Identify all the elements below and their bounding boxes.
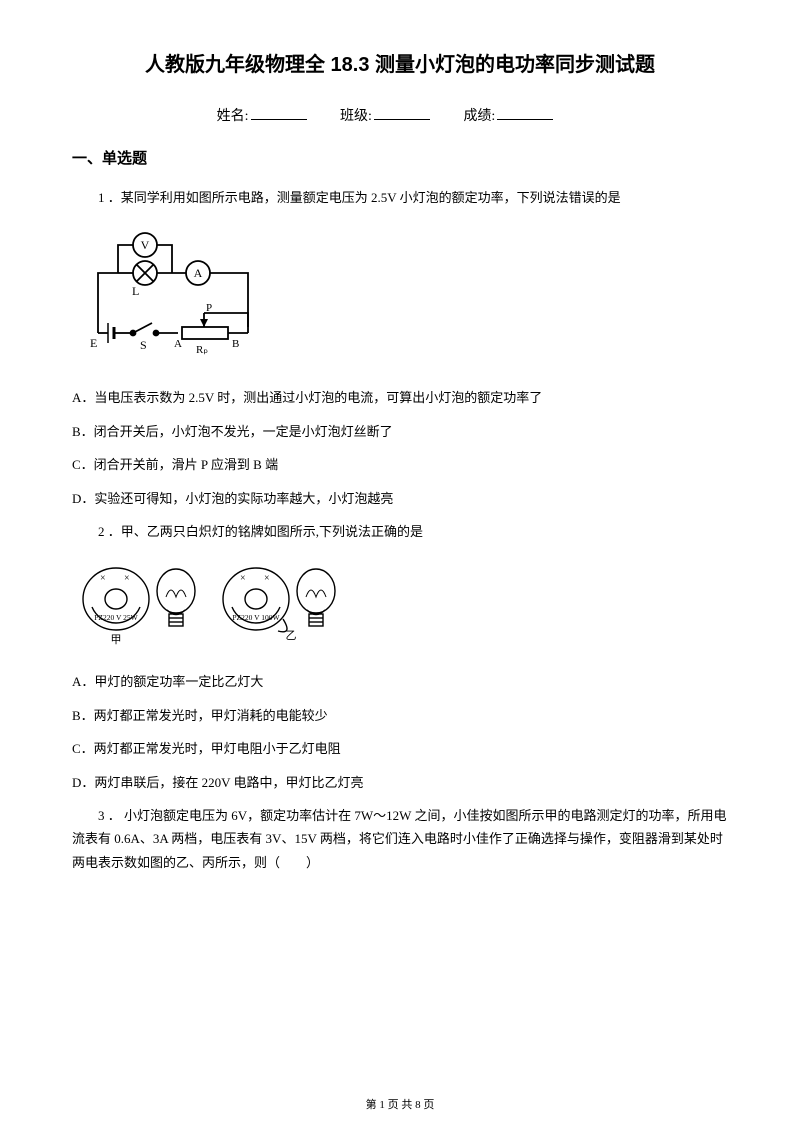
q1-optD: D．实验还可得知，小灯泡的实际功率越大，小灯泡越亮 [72,487,728,510]
bulb-svg: × × PZ220 V 25W 甲 × × PZ220 V 100W 乙 [78,557,358,647]
name-blank [251,119,307,120]
q1-optC: C．闭合开关前，滑片 P 应滑到 B 端 [72,453,728,476]
name-label: 姓名: [217,109,249,124]
svg-text:Rₚ: Rₚ [196,344,208,356]
q2-optC: C．两灯都正常发光时，甲灯电阻小于乙灯电阻 [72,737,728,760]
svg-text:P: P [206,302,212,314]
student-info-line: 姓名: 班级: 成绩: [72,105,728,125]
svg-text:乙: 乙 [286,629,297,642]
q3-stem: 3 ． 小灯泡额定电压为 6V，额定功率估计在 7W～12W 之间，小佳按如图所… [72,804,728,874]
svg-text:×: × [100,573,106,584]
q2-optD: D．两灯串联后，接在 220V 电路中，甲灯比乙灯亮 [72,771,728,794]
svg-text:A: A [174,338,182,350]
circuit-svg: V L A E S A B P Rₚ [78,223,278,363]
score-label: 成绩: [463,109,495,124]
q1-optB: B．闭合开关后，小灯泡不发光，一定是小灯泡灯丝断了 [72,420,728,443]
svg-text:×: × [264,573,270,584]
q1-circuit-diagram: V L A E S A B P Rₚ [78,223,728,368]
page-title: 人教版九年级物理全 18.3 测量小灯泡的电功率同步测试题 [72,48,728,77]
q2-optB: B．两灯都正常发光时，甲灯消耗的电能较少 [72,704,728,727]
svg-text:V: V [141,238,150,252]
svg-text:E: E [90,336,97,350]
q1-optA: A．当电压表示数为 2.5V 时，测出通过小灯泡的电流，可算出小灯泡的额定功率了 [72,386,728,409]
score-blank [497,119,553,120]
svg-text:B: B [232,338,239,350]
page-footer: 第 1 页 共 8 页 [0,1096,800,1112]
svg-text:×: × [124,573,130,584]
svg-text:×: × [240,573,246,584]
class-label: 班级: [340,109,372,124]
svg-text:A: A [194,266,203,280]
svg-text:PZ220 V 100W: PZ220 V 100W [232,613,280,622]
svg-text:PZ220 V 25W: PZ220 V 25W [94,613,138,622]
svg-text:L: L [132,284,139,298]
svg-text:甲: 甲 [111,634,122,646]
q2-optA: A．甲灯的额定功率一定比乙灯大 [72,670,728,693]
class-blank [374,119,430,120]
svg-text:S: S [140,338,147,352]
q2-bulb-figure: × × PZ220 V 25W 甲 × × PZ220 V 100W 乙 [78,557,728,652]
q2-stem: 2 ．甲、乙两只白炽灯的铭牌如图所示,下列说法正确的是 [72,520,728,543]
q1-stem: 1 ．某同学利用如图所示电路，测量额定电压为 2.5V 小灯泡的额定功率，下列说… [72,186,728,209]
section-heading: 一、单选题 [72,147,728,168]
